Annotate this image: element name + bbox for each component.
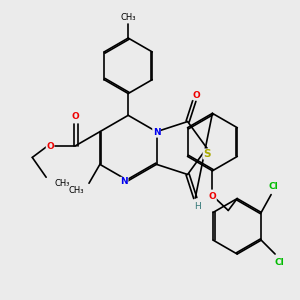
Text: N: N: [153, 128, 160, 137]
Text: CH₃: CH₃: [68, 186, 84, 195]
Text: H: H: [194, 202, 201, 211]
Text: O: O: [46, 142, 54, 151]
Text: Cl: Cl: [274, 259, 284, 268]
Text: O: O: [193, 91, 200, 100]
Text: S: S: [203, 149, 211, 159]
Text: CH₃: CH₃: [54, 179, 70, 188]
Text: O: O: [72, 112, 80, 121]
Text: CH₃: CH₃: [121, 13, 136, 22]
Text: Cl: Cl: [268, 182, 278, 191]
Text: N: N: [120, 177, 128, 186]
Text: O: O: [208, 192, 216, 201]
